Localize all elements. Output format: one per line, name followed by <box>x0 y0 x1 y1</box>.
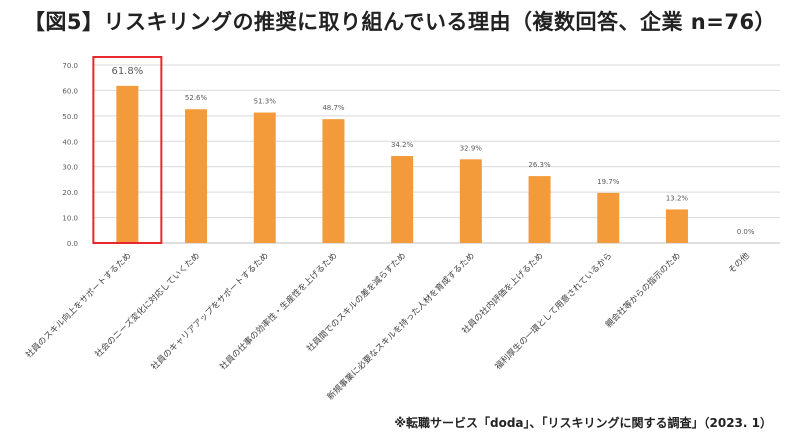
x-category-label: 社員の社内評価を上げるため <box>460 250 546 336</box>
y-tick-label: 30.0 <box>62 164 78 172</box>
y-tick-label: 50.0 <box>62 113 78 121</box>
source-footnote: ※転職サービス「doda」、「リスキリングに関する調査」（2023. 1） <box>394 416 772 430</box>
bar <box>459 159 482 243</box>
data-label: 13.2% <box>666 194 689 202</box>
x-axis-ticks: 社員のスキル向上をサポートするため社会のニーズ変化に対応していくため社員のキャリ… <box>24 250 753 402</box>
data-label: 0.0% <box>737 228 755 236</box>
y-axis-ticks: 0.0 10.0 20.0 30.0 40.0 50.0 60.0 70.0 <box>62 62 78 248</box>
data-label: 34.2% <box>391 141 414 149</box>
x-category-label: 福利厚生の一環として用意されているから <box>493 250 615 372</box>
gridlines <box>93 64 780 244</box>
x-category-label: 社員のスキル向上をサポートするため <box>24 250 134 360</box>
y-tick-label: 0.0 <box>67 240 78 248</box>
chart-title: 【図5】リスキリングの推奨に取り組んでいる理由（複数回答、企業 n=76） <box>23 10 777 34</box>
x-category-label: その他 <box>726 250 752 276</box>
y-tick-label: 20.0 <box>62 189 78 197</box>
bar <box>185 109 208 243</box>
data-label: 48.7% <box>322 104 345 112</box>
highlight-box <box>92 56 163 244</box>
bar <box>665 209 688 243</box>
data-label: 52.6% <box>185 94 208 102</box>
bar <box>597 192 620 243</box>
data-label: 26.3% <box>528 161 551 169</box>
y-tick-label: 10.0 <box>62 215 78 223</box>
x-category-label: 親会社等からの指示のため <box>603 250 683 330</box>
bar <box>116 85 139 243</box>
x-category-label: 社会のニーズ変化に対応していくため <box>93 250 202 359</box>
x-category-label: 社員のキャリアアップをサポートするため <box>149 250 271 372</box>
data-label: 32.9% <box>460 144 483 152</box>
bar <box>528 176 551 243</box>
x-category-label: 社員の仕事の効率性・生産性を上げるため <box>218 250 340 372</box>
y-tick-label: 70.0 <box>62 62 78 70</box>
y-tick-label: 60.0 <box>62 87 78 95</box>
data-label: 61.8% <box>111 66 143 77</box>
highlight-box-layer <box>92 56 163 244</box>
x-category-label: 新規事業に必要なスキルを持った人材を育成するため <box>325 250 477 402</box>
data-label: 19.7% <box>597 178 620 186</box>
data-labels: 61.8% 52.6% 51.3% 48.7% 34.2% 32.9% 26.3% 19.7%… <box>111 66 754 236</box>
data-label: 51.3% <box>254 98 277 106</box>
bar <box>253 112 276 244</box>
y-tick-label: 40.0 <box>62 138 78 146</box>
bar <box>391 156 414 243</box>
bars <box>116 85 688 244</box>
bar <box>322 119 345 243</box>
